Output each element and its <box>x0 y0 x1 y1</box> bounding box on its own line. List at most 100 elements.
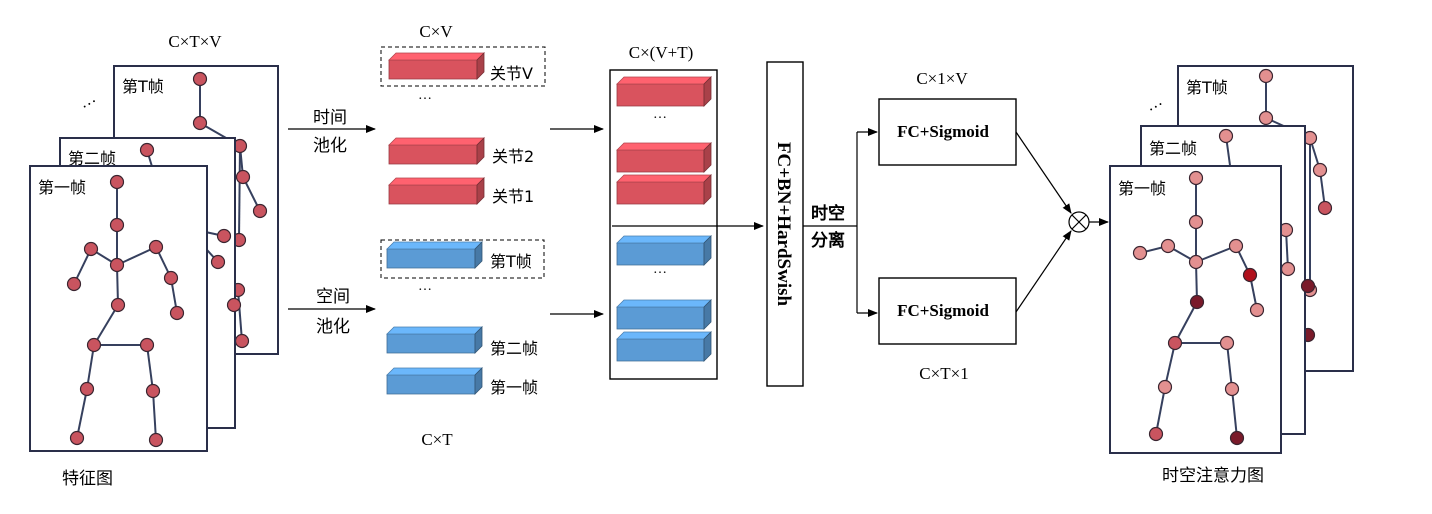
skeleton-bone <box>146 344 154 392</box>
cube-front-face <box>616 338 705 362</box>
concat-joint-cube-top <box>616 76 712 107</box>
skeleton-joint <box>1188 214 1204 230</box>
concat-frame-cube-top <box>616 235 712 266</box>
cube-top-face <box>388 177 485 186</box>
cube-front-face <box>616 306 705 330</box>
output-frame-first-label: 第一帧 <box>1118 179 1166 198</box>
skeleton-joint <box>1249 302 1265 318</box>
frame-dims-label: C×T <box>421 430 453 449</box>
frame-1-label: 第一帧 <box>490 378 538 397</box>
cube-side-face <box>476 137 485 165</box>
top-to-multiply-arrow <box>1015 131 1072 214</box>
output-frame-second-label: 第二帧 <box>1149 139 1197 158</box>
skeleton-joint <box>69 430 85 446</box>
skeleton-bone <box>1174 301 1198 344</box>
skeleton-joint <box>1218 128 1234 144</box>
cube-side-face <box>703 174 712 205</box>
spatial-pooling-label-2: 池化 <box>316 317 350 337</box>
bottom-to-multiply-arrow <box>1015 230 1072 313</box>
skeleton-joint <box>1167 335 1183 351</box>
skeleton-joint <box>1148 426 1164 442</box>
branch-top-box <box>878 98 1017 166</box>
cube-top-face <box>386 367 483 376</box>
joint-dims-label: C×V <box>419 22 453 41</box>
skeleton-bone <box>238 145 241 241</box>
cube-top-face <box>616 142 712 151</box>
fc-bn-hardswish-block: FC+BN+HardSwish <box>766 61 804 387</box>
skeleton-joint <box>169 305 185 321</box>
skeleton-joint <box>1242 267 1258 283</box>
frame-ellipsis: … <box>418 279 432 294</box>
output-caption: 时空注意力图 <box>1162 466 1264 486</box>
cube-front-face <box>386 333 476 354</box>
concat-ellipsis-top: … <box>653 107 667 122</box>
skeleton-joint <box>1258 110 1274 126</box>
skeleton-joint <box>148 432 164 448</box>
concat-frame-cube-2 <box>616 299 712 330</box>
cube-front-face <box>388 184 478 205</box>
output-frame-stack: … 第T帧 第二帧 第一帧 时空注意力图 <box>1109 65 1354 486</box>
skeleton-bone <box>1195 245 1237 263</box>
joint-feature-group: C×V 关节V … 关节2 关节1 <box>380 22 546 206</box>
cube-top-face <box>386 241 483 250</box>
skeleton-joint <box>83 241 99 257</box>
skeleton-bone <box>116 246 157 266</box>
joint-1-label: 关节1 <box>492 187 534 206</box>
joint-v-dashed-box <box>380 46 546 87</box>
multiply-operator <box>1068 211 1090 233</box>
cube-top-face <box>616 331 712 340</box>
skeleton-joint <box>234 333 250 349</box>
joint-v-cube <box>388 52 485 80</box>
skeleton-bone <box>152 390 157 441</box>
branch-top-label: FC+Sigmoid <box>897 122 989 141</box>
temporal-pooling-label-1: 时间 <box>313 108 347 128</box>
skeleton-joint <box>1224 381 1240 397</box>
concat-ellipsis-bottom: … <box>653 262 667 277</box>
spatial-pooling: 空间 池化 <box>288 287 376 337</box>
input-frame-last-label: 第T帧 <box>122 77 164 96</box>
cube-side-face <box>476 52 485 80</box>
cube-front-face <box>616 149 705 173</box>
output-frame-first-skeleton <box>1132 170 1265 446</box>
frame-2-label: 第二帧 <box>490 339 538 358</box>
skeleton-joint <box>109 257 125 273</box>
cube-top-face <box>616 235 712 244</box>
skeleton-joint <box>1229 430 1245 446</box>
skeleton-joint <box>110 297 126 313</box>
skeleton-bone <box>86 344 95 390</box>
concat-joint-cube-2 <box>616 142 712 173</box>
skeleton-joint <box>109 217 125 233</box>
skeleton-joint <box>1300 278 1316 294</box>
skeleton-bone <box>1226 342 1233 390</box>
skeleton-joint <box>1188 254 1204 270</box>
skeleton-joint <box>1189 294 1205 310</box>
input-caption: 特征图 <box>62 469 113 489</box>
cube-side-face <box>703 235 712 266</box>
cube-front-face <box>386 248 476 269</box>
frame-feature-group: 第T帧 … 第二帧 第一帧 C×T <box>380 239 545 449</box>
cube-side-face <box>703 142 712 173</box>
skeleton-joint <box>163 270 179 286</box>
branch-bottom-box <box>878 277 1017 345</box>
temporal-pooling: 时间 池化 <box>288 108 376 156</box>
branch-top: C×1×V FC+Sigmoid <box>878 69 1017 166</box>
cube-front-face <box>388 59 478 80</box>
input-frame-first-skeleton <box>66 174 185 448</box>
multiply-cross-b <box>1071 214 1087 230</box>
cube-side-face <box>474 367 483 395</box>
skeleton-joint <box>235 169 251 185</box>
split-label-1: 时空 <box>811 203 845 224</box>
frame-t-cube <box>386 241 483 269</box>
cube-top-face <box>616 174 712 183</box>
concat-block: C×(V+T) … … <box>609 43 718 380</box>
output-frame-last-skeleton <box>1258 68 1333 343</box>
concat-frame-cube-1 <box>616 331 712 362</box>
skeleton-bone <box>1155 386 1166 435</box>
output-frame-last-label: 第T帧 <box>1186 78 1228 97</box>
skeleton-joint <box>1219 335 1235 351</box>
input-dims-label: C×T×V <box>168 32 222 51</box>
branch-top-dims-label: C×1×V <box>916 69 968 88</box>
skeleton-joint <box>139 142 155 158</box>
skeleton-joint <box>1228 238 1244 254</box>
joint-ellipsis: … <box>418 88 432 103</box>
